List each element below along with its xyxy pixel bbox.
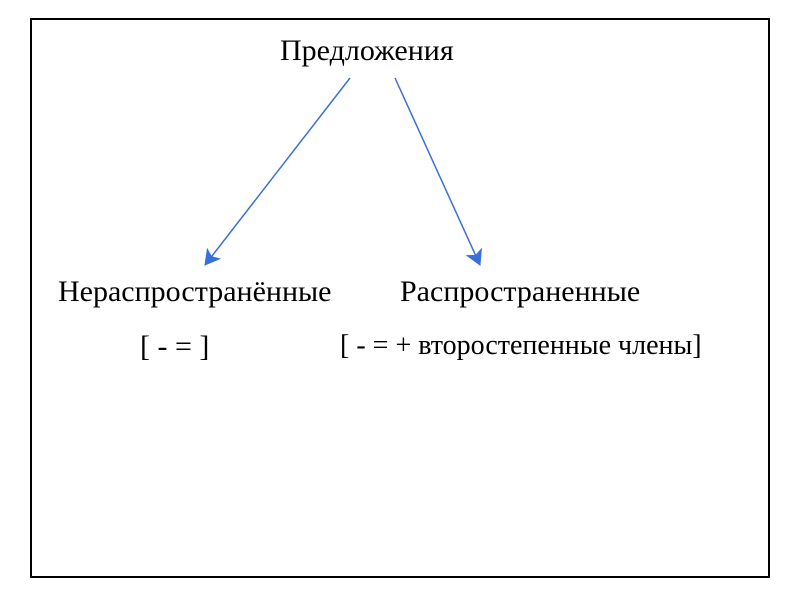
right-branch-title: Распространенные — [400, 275, 640, 309]
sentence-types-diagram: Предложения Нераспространённые [ - = ] Р… — [0, 0, 800, 600]
right-branch-formula: [ - = + второстепенные члены] — [340, 330, 702, 362]
root-node: Предложения — [280, 34, 454, 68]
left-branch-title: Нераспространённые — [58, 275, 331, 309]
left-branch-formula: [ - = ] — [140, 330, 209, 364]
